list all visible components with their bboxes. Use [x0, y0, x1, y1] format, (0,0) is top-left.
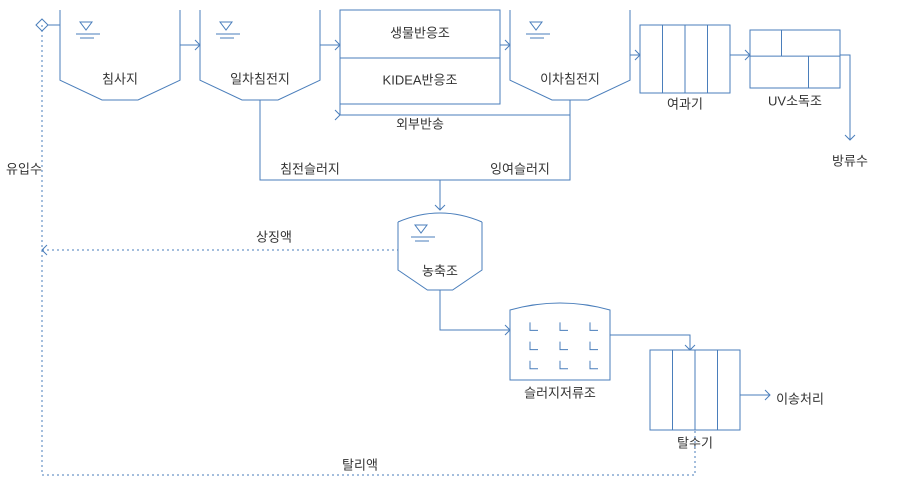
- edge-label-3: 잉여슬러지: [490, 161, 550, 176]
- edge-label-0: 유입수: [6, 161, 42, 176]
- edge-label-1: 외부반송: [396, 116, 444, 131]
- node-uv: UV소독조: [768, 93, 822, 108]
- node-filter: 여과기: [667, 96, 703, 111]
- node-label-kidea: KIDEA반응조: [383, 72, 458, 87]
- edge-label-2: 침전슬러지: [280, 161, 340, 176]
- node-label-primary: 일차침전지: [230, 71, 290, 86]
- node-label-bio: 생물반응조: [390, 25, 450, 40]
- node-label-secondary: 이차침전지: [540, 71, 600, 86]
- node-thickener: 농축조: [422, 263, 458, 278]
- edge-solid-10: [440, 290, 510, 330]
- edge-label-4: 방류수: [832, 153, 868, 168]
- node-label-grit: 침사지: [102, 71, 138, 86]
- node-kidea: KIDEA반응조: [383, 72, 458, 87]
- node-secondary: 이차침전지: [540, 71, 600, 86]
- edge-dotted-1: [42, 250, 695, 475]
- edge-solid-11: [610, 335, 690, 350]
- node-bio: 생물반응조: [390, 25, 450, 40]
- node-label-thickener: 농축조: [422, 263, 458, 278]
- edge-solid-5: [840, 55, 850, 140]
- node-grit: 침사지: [102, 71, 138, 86]
- node-label-uv: UV소독조: [768, 93, 822, 108]
- edge-label-5: 상징액: [256, 229, 292, 244]
- edge-label-7: 이송처리: [776, 391, 824, 406]
- node-label-filter: 여과기: [667, 96, 703, 111]
- edge-label-6: 탈리액: [342, 457, 378, 472]
- node-label-sludgehold: 슬러지저류조: [524, 385, 596, 400]
- edge-dotted-0: [42, 25, 398, 250]
- node-primary: 일차침전지: [230, 71, 290, 86]
- node-sludgehold: 슬러지저류조: [524, 385, 596, 400]
- edge-solid-6: [340, 100, 570, 115]
